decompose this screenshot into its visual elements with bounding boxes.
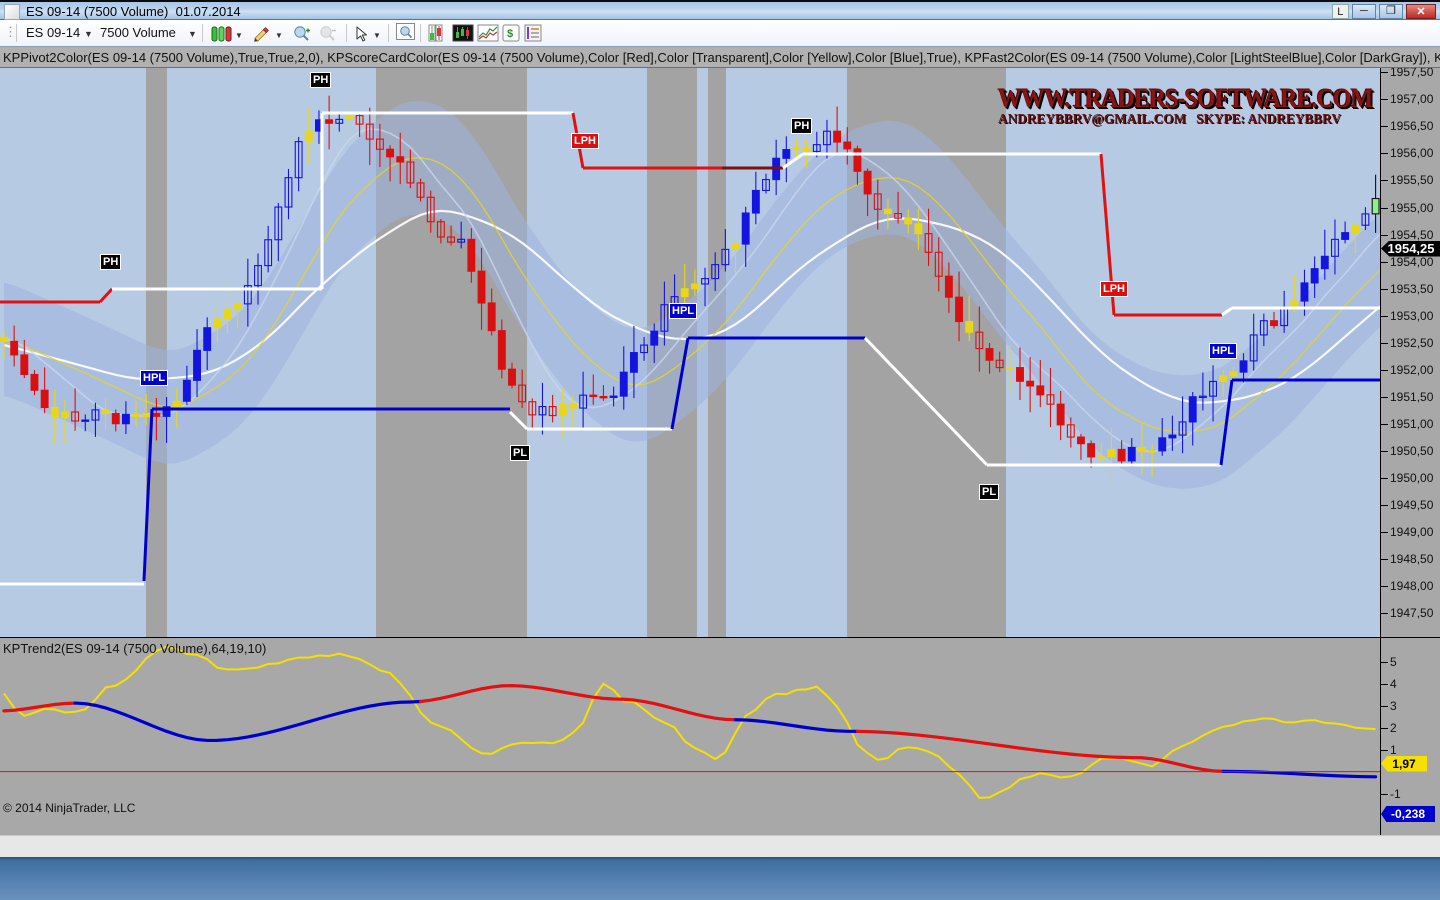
svg-text:▼: ▼	[235, 31, 243, 40]
svg-text:▼: ▼	[275, 31, 283, 40]
svg-text:▼: ▼	[373, 31, 381, 40]
svg-text:$: $	[507, 28, 513, 40]
